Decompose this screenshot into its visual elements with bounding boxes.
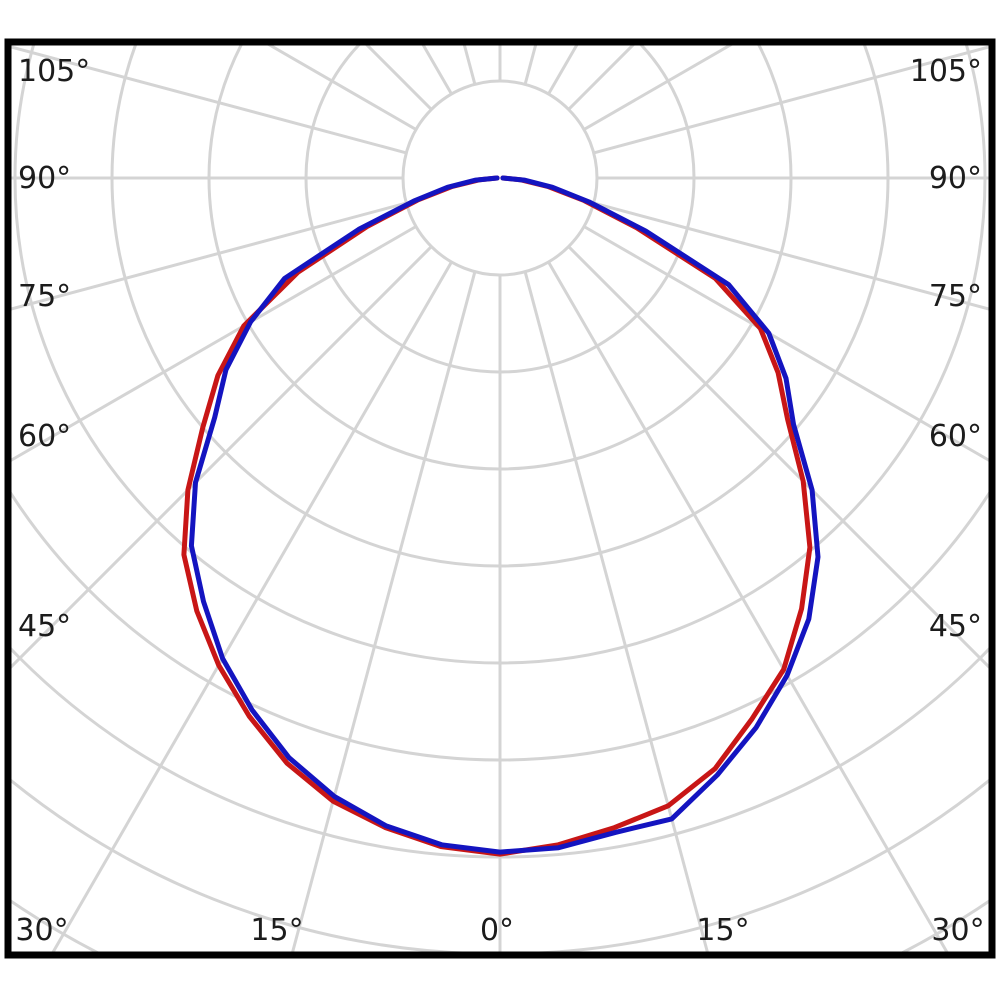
tick-left-90: 90° <box>18 161 71 196</box>
grid-ray-315 <box>11 245 433 670</box>
intensity-curves <box>181 175 821 857</box>
tick-left-75: 75° <box>18 279 71 314</box>
tick-labels-bottom: 30° 15° 0° 15° 30° <box>15 913 984 948</box>
grid-ring-1 <box>401 79 599 277</box>
tick-right-75: 75° <box>929 279 982 314</box>
tick-right-105: 105° <box>910 54 982 89</box>
tick-bottom-0: 0° <box>480 913 514 948</box>
grid-ray-105 <box>593 45 989 155</box>
grid-ray-285 <box>11 201 407 311</box>
tick-right-90: 90° <box>929 161 982 196</box>
tick-right-60: 60° <box>929 419 982 454</box>
grid-ray-300 <box>11 225 417 463</box>
grid-ray-15 <box>523 271 709 952</box>
tick-labels-left: 105° 90° 75° 60° 45° <box>18 54 90 644</box>
blue-curve <box>188 175 821 855</box>
tick-labels-right: 105° 90° 75° 60° 45° <box>910 54 982 644</box>
grid-ray-330 <box>51 261 453 952</box>
tick-right-45: 45° <box>929 609 982 644</box>
grid-ray-345 <box>291 271 477 952</box>
grid-ray-30 <box>547 261 949 952</box>
tick-bottom-right-30: 30° <box>931 913 984 948</box>
tick-bottom-left-30: 30° <box>15 913 68 948</box>
grid-ray-255 <box>11 45 407 155</box>
tick-bottom-right-15: 15° <box>696 913 749 948</box>
grid-ray-60 <box>583 225 989 463</box>
chart-frame <box>4 38 996 959</box>
tick-left-45: 45° <box>18 609 71 644</box>
grid-ray-75 <box>593 201 989 311</box>
tick-bottom-left-15: 15° <box>250 913 303 948</box>
grid-ray-45 <box>567 245 989 670</box>
tick-left-60: 60° <box>18 419 71 454</box>
tick-left-105: 105° <box>18 54 90 89</box>
